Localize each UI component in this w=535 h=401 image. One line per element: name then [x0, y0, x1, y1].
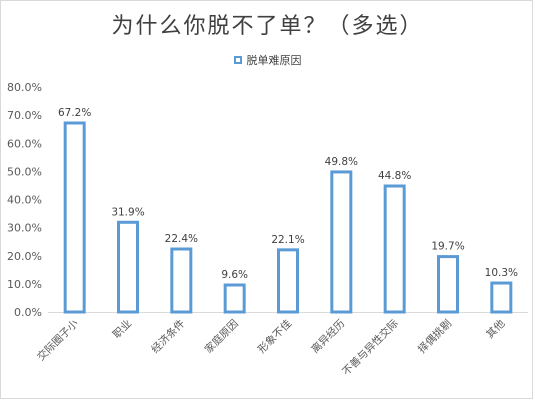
- category-label: 择偶挑剔: [415, 317, 454, 356]
- y-tick-label: 70.0%: [7, 109, 42, 122]
- data-label: 31.9%: [111, 206, 144, 218]
- data-label: 44.8%: [378, 170, 411, 182]
- data-label: 22.1%: [271, 234, 304, 246]
- category-label: 不善与异性交际: [340, 317, 401, 378]
- bar: [223, 283, 246, 314]
- category-label: 家庭原因: [202, 317, 241, 356]
- data-label: 22.4%: [165, 233, 198, 245]
- bar: [383, 184, 406, 314]
- bar: [437, 255, 459, 314]
- bar: [170, 247, 193, 314]
- y-tick-label: 0.0%: [14, 306, 42, 319]
- legend-label: 脱单难原因: [246, 54, 302, 67]
- bar: [277, 248, 299, 314]
- y-tick-label: 10.0%: [7, 278, 42, 291]
- bar: [117, 220, 139, 314]
- data-label: 49.8%: [325, 156, 358, 168]
- bar: [63, 121, 86, 314]
- y-tick-label: 80.0%: [7, 81, 42, 94]
- y-tick-label: 40.0%: [7, 194, 42, 207]
- category-label: 其他: [483, 317, 507, 341]
- data-label: 19.7%: [431, 241, 464, 253]
- category-label: 形象不佳: [255, 317, 294, 356]
- category-label: 离异经历: [309, 317, 348, 356]
- legend: 脱单难原因: [0, 52, 535, 68]
- y-tick-label: 50.0%: [7, 165, 42, 178]
- data-label: 67.2%: [58, 107, 91, 119]
- category-label: 经济条件: [149, 317, 188, 356]
- data-label: 10.3%: [485, 267, 518, 279]
- y-tick-label: 20.0%: [7, 250, 42, 263]
- chart-title: 为什么你脱不了单？（多选）: [111, 14, 424, 39]
- category-label: 交际圈子小: [34, 317, 81, 364]
- bar: [330, 170, 353, 314]
- category-label: 职业: [111, 318, 134, 341]
- y-tick-label: 60.0%: [7, 137, 42, 150]
- y-tick-label: 30.0%: [7, 222, 42, 235]
- legend-swatch: [233, 56, 242, 64]
- bar: [490, 281, 513, 314]
- data-label: 9.6%: [221, 269, 248, 281]
